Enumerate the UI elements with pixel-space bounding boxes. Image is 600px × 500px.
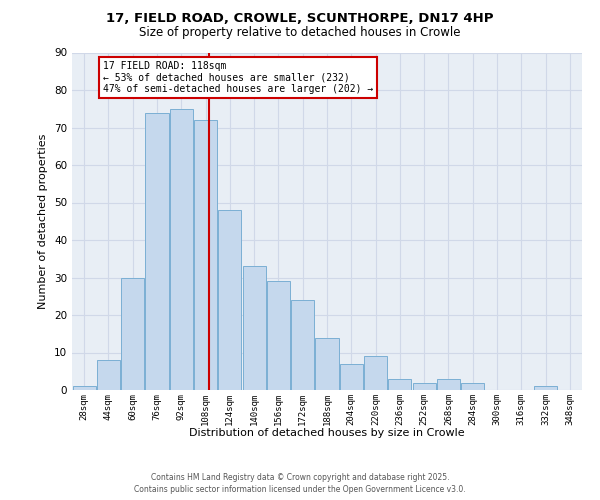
Bar xyxy=(413,382,436,390)
Bar xyxy=(534,386,557,390)
Bar xyxy=(121,278,144,390)
Y-axis label: Number of detached properties: Number of detached properties xyxy=(38,134,49,309)
Bar xyxy=(437,379,460,390)
Bar xyxy=(461,382,484,390)
Bar xyxy=(97,360,120,390)
Text: 17 FIELD ROAD: 118sqm
← 53% of detached houses are smaller (232)
47% of semi-det: 17 FIELD ROAD: 118sqm ← 53% of detached … xyxy=(103,61,373,94)
Bar xyxy=(340,364,363,390)
Text: 17, FIELD ROAD, CROWLE, SCUNTHORPE, DN17 4HP: 17, FIELD ROAD, CROWLE, SCUNTHORPE, DN17… xyxy=(106,12,494,26)
Bar xyxy=(316,338,338,390)
Bar xyxy=(194,120,217,390)
Bar xyxy=(388,379,412,390)
Bar xyxy=(267,281,290,390)
Bar xyxy=(145,112,169,390)
Bar xyxy=(218,210,241,390)
Bar xyxy=(291,300,314,390)
Bar xyxy=(364,356,387,390)
Text: Size of property relative to detached houses in Crowle: Size of property relative to detached ho… xyxy=(139,26,461,39)
Bar xyxy=(242,266,266,390)
Bar xyxy=(170,109,193,390)
Bar xyxy=(73,386,95,390)
X-axis label: Distribution of detached houses by size in Crowle: Distribution of detached houses by size … xyxy=(189,428,465,438)
Text: Contains HM Land Registry data © Crown copyright and database right 2025.
Contai: Contains HM Land Registry data © Crown c… xyxy=(134,473,466,494)
